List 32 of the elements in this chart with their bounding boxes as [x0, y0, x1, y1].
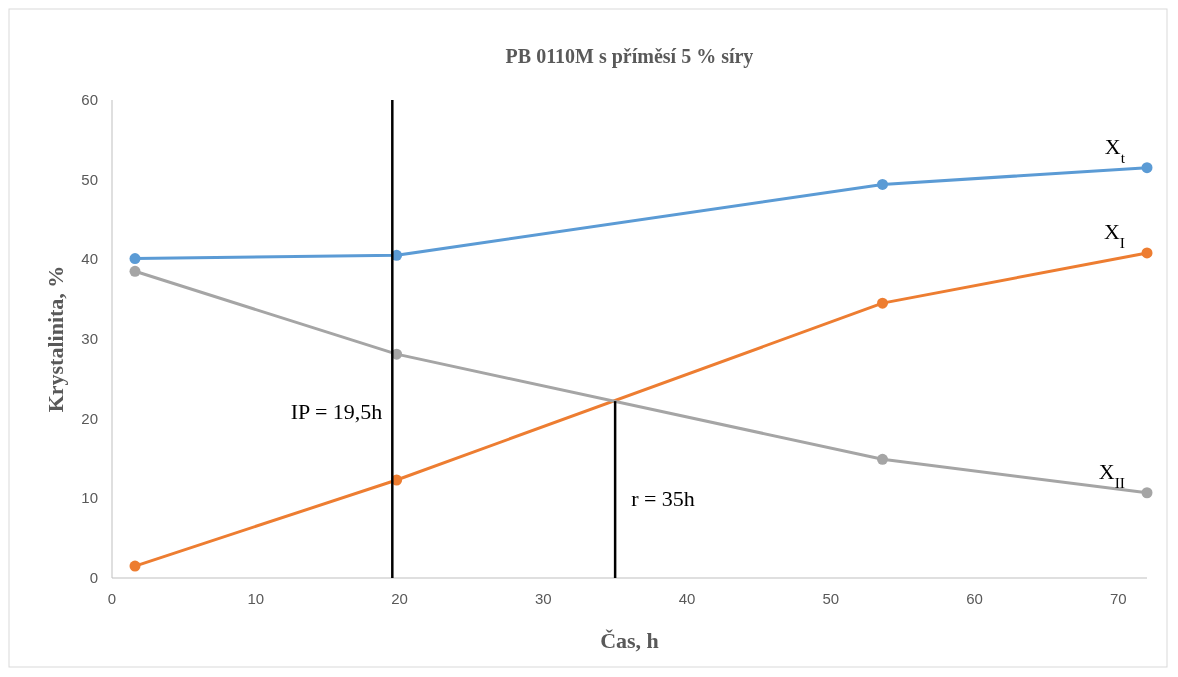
y-tick-label: 30	[81, 330, 98, 347]
annotation: r = 35h	[631, 486, 695, 512]
x-tick-label: 0	[107, 590, 117, 607]
x-tick-label: 20	[391, 590, 408, 607]
x-axis-title: Čas, h	[600, 628, 659, 653]
point	[877, 297, 888, 309]
x-tick-label: 70	[1109, 590, 1127, 607]
point	[129, 265, 141, 277]
point	[877, 178, 888, 190]
series-label: X$_{t}$	[1104, 133, 1126, 166]
series-label: X$_{I}$	[1103, 218, 1125, 251]
x-tick-label: 10	[247, 590, 265, 607]
point	[1141, 247, 1153, 259]
point	[877, 453, 888, 465]
y-tick-label: 50	[81, 170, 98, 188]
series-label: X$_{II}$	[1098, 458, 1125, 491]
x-tick-label: 30	[534, 590, 552, 607]
y-tick-label: 20	[81, 409, 98, 427]
y-tick-label: 60	[81, 91, 98, 108]
point	[129, 253, 141, 265]
x-tick-label: 50	[822, 590, 840, 607]
y-tick-label: 40	[81, 250, 98, 268]
chart-title: PB 0110M s příměsí 5 % síry	[505, 45, 754, 68]
y-axis-title: Krystalinita, %	[43, 265, 68, 413]
y-tick-label: 0	[89, 569, 98, 586]
point	[129, 560, 141, 572]
x-tick-label: 60	[966, 590, 983, 607]
x-tick-label: 40	[678, 590, 696, 607]
ref-line-label: IP = 19,5h	[290, 398, 383, 424]
point	[1141, 487, 1153, 499]
y-tick-label: 10	[81, 489, 98, 507]
point	[1141, 162, 1153, 174]
